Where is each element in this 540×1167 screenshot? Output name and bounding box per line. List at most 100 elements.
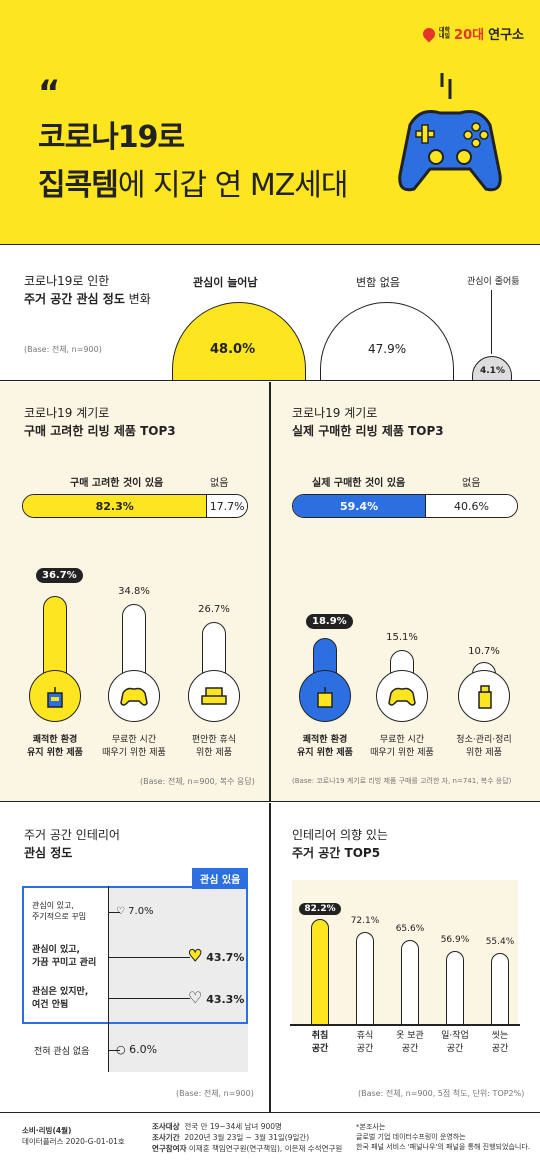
s2r-bar-no: 40.6% [426,495,517,517]
footer-col1: 소비·리빙(4월) 데이터플러스 2020-G-01-01호 [22,1126,125,1148]
s3l-row1-pct: 7.0% [128,906,154,917]
s3l-title: 주거 공간 인테리어 관심 정도 [24,826,120,862]
s3l-row3-l1: 관심은 있지만, [32,987,89,997]
increased-label: 관심이 늘어남 [193,276,258,289]
s2l-title-line1: 코로나19 계기로 [24,406,110,420]
footer-k3: 연구참여자 [152,1143,187,1153]
s3l-title-bold: 관심 정도 [24,846,73,860]
s2l-bar-no: 17.7% [207,495,247,517]
brand-num: 20대 [454,28,485,43]
s3l-row2-bar [108,957,190,958]
s2l-item2-l2: 때우기 위한 제품 [102,747,166,758]
s3r-title-line1: 인테리어 의향 있는 [292,828,388,842]
top5-label-1-l1: 취침 [311,1031,329,1041]
s3l-row2-l1: 관심이 있고, [32,945,80,955]
top5-bar-3 [401,940,419,1024]
s3l-row2-label: 관심이 있고, 가끔 꾸미고 관리 [32,944,96,969]
controller-small-icon-2 [376,670,428,722]
top5-pct-3: 65.6% [395,924,425,934]
s2l-bar-yes: 82.3% [23,495,208,517]
top5-label-1: 취침 공간 [297,1030,343,1055]
s2r-item3-label: 청소·관리·정리 위한 제품 [444,734,524,759]
s3l-row3-l2: 여건 안됨 [32,999,69,1010]
controller-small-icon [108,670,160,722]
s2l-title: 코로나19 계기로 구매 고려한 리빙 제품 TOP3 [24,404,176,440]
footer-col3: *본조사는 글로벌 기업 데이터수프링이 운영하는 한국 패널 서비스 '패널나우'… [356,1122,530,1152]
s3l-row3-val: ♡ 43.3% [188,988,244,1007]
s3l-row3-bar [108,998,190,999]
circle-outline-icon: ○ [116,1043,126,1056]
top5-pct-5: 55.4% [485,937,515,947]
top5-label-5-l2: 공간 [491,1043,509,1054]
brand-name: 연구소 [488,28,524,43]
footer-k1: 조사대상 [152,1122,180,1131]
s2l-base-note: (Base: 전체, n=900, 복수 응답) [140,777,255,786]
footer-n3: 한국 패널 서비스 '패널나우'의 패널을 통해 진행되었습니다. [356,1143,530,1152]
s2r-item3-pct: 10.7% [468,646,500,657]
s3r-base-note: (Base: 전체, n=900, 5점 척도, 단위: TOP2%) [358,1089,525,1098]
s2r-bar-label-left: 실제 구매한 것이 있음 [312,478,406,489]
quote-mark: “ [38,73,61,113]
headline-rest: 에 지갑 연 MZ세대 [117,168,349,203]
footer-n1: *본조사는 [356,1123,386,1131]
s2l-item2-pct: 34.8% [118,586,150,597]
s2r-item1-l1: 쾌적한 환경 [302,735,348,745]
brand-logo[interactable]: 대학 내일 20대 연구소 [420,24,524,43]
s2l-item3-pct: 26.7% [198,604,230,615]
footer-v1: 전국 만 19~34세 남녀 900명 [184,1122,282,1131]
s3l-row3-pct: 43.3% [206,993,245,1006]
unchanged-pct: 47.9% [368,342,407,356]
top5-label-5-l1: 씻는 [491,1031,509,1041]
footer-v3: 이재훈 책임연구원(연구책임), 이은재 수석연구원 [188,1143,343,1153]
s3l-row4-pct: 6.0% [129,1043,158,1056]
s2l-title-bold: 구매 고려한 리빙 제품 TOP3 [24,424,176,438]
s2r-item2-l2: 때우기 위한 제품 [370,747,434,758]
top5-label-3-l1: 옷 보관 [396,1031,424,1041]
s2r-base-note: (Base: 코로나19 계기로 리빙 제품 구매를 고려한 자, n=741,… [292,777,512,785]
s3l-title-line1: 주거 공간 인테리어 [24,828,120,842]
increased-pct: 48.0% [210,342,256,357]
footer-doc-id: 데이터플러스 2020-G-01-01호 [22,1136,125,1146]
heart-outline-icon: ♡ [116,906,125,917]
s2l-item3-l2: 위한 제품 [196,747,232,758]
top5-bar-5 [491,953,509,1024]
top5-label-4-l2: 공간 [446,1043,464,1054]
s2r-item1-l2: 유지 위한 제품 [297,747,353,758]
decreased-pct: 4.1% [480,366,505,376]
top5-bar-4 [446,951,464,1024]
top5-bar-1 [311,919,329,1024]
armchair-icon [188,670,240,722]
top5-pct-4: 56.9% [440,935,470,945]
top5-pct-1: 82.2% [299,903,341,915]
divider-3 [269,803,271,1113]
top5-label-2-l1: 휴식 [356,1031,374,1041]
s2l-item3-l1: 편안한 휴식 [191,735,237,745]
decreased-leader [491,290,492,354]
s1-title-rest: 변화 [124,292,151,306]
headline-bold: 집콕템 [38,168,119,203]
s2l-item1-l2: 유지 위한 제품 [27,747,83,758]
s3l-interest-box [22,886,248,1024]
s2r-item2-pct: 15.1% [386,632,418,643]
top5-pct-2: 72.1% [350,916,380,926]
top5-label-2-l2: 공간 [356,1043,374,1054]
candle-blue-icon [299,670,351,722]
decreased-label: 관심이 줄어듦 [467,277,520,287]
s3l-row2-pct: 43.7% [206,951,245,964]
top5-label-4: 일·작업 공간 [432,1030,478,1055]
s3l-row2-val: ♥ 43.7% [187,946,245,966]
header-section: 대학 내일 20대 연구소 “ 코로나19로 집콕템에 지갑 연 MZ세대 [0,0,540,245]
game-controller-icon [398,73,502,192]
s2r-item2-label: 무료한 시간 때우기 위한 제품 [362,734,442,759]
interest-change-section: 코로나19로 인한 주거 공간 관심 정도 변화 (Base: 전체, n=90… [0,246,540,381]
s2r-item1-pct: 18.9% [306,614,353,629]
top5-bar-2 [356,932,374,1024]
s3l-row4-bar [108,1050,120,1051]
s3l-row1-val: ♡ 7.0% [116,906,154,917]
brand-line2: 내일 [439,32,451,40]
s2l-bar-label-right: 없음 [210,478,229,489]
s3r-baseline [290,1024,520,1026]
